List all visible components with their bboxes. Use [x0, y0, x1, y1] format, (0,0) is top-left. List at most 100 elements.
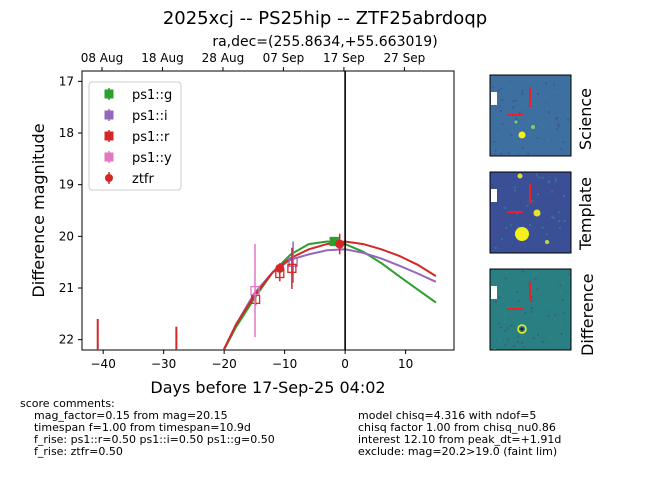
model-curve-2	[222, 240, 437, 350]
stamp-noise-1-55	[518, 192, 521, 195]
stamp-noise-0-48	[557, 125, 560, 127]
stamp-noise-2-22	[550, 301, 553, 304]
model-comments: model chisq=4.316 with ndof=5 chisq fact…	[358, 409, 562, 458]
stamp-noise-2-0	[519, 328, 522, 331]
stamp-noise-2-5	[503, 315, 506, 318]
stamp-noise-0-10	[497, 89, 500, 92]
x-tick-label-4: 0	[341, 357, 349, 371]
stamp-noise-1-54	[514, 189, 517, 192]
stamp-noise-1-19	[509, 224, 512, 227]
stamp-noise-2-15	[562, 334, 565, 337]
stamp-noise-2-31	[511, 313, 513, 316]
stamp-noise-1-22	[529, 224, 532, 227]
stamp-noise-0-49	[562, 141, 565, 144]
stamp-edge-mark-0	[491, 92, 497, 105]
stamp-noise-0-40	[513, 144, 516, 147]
stamp-noise-0-55	[548, 111, 551, 114]
stamp-noise-0-67	[499, 109, 502, 112]
stamp-noise-2-28	[506, 271, 509, 274]
x-tick-label-2: −20	[211, 357, 236, 371]
stamp-noise-2-3	[500, 293, 502, 296]
stamp-noise-2-18	[516, 291, 518, 294]
stamp-residual-2b	[520, 327, 524, 331]
stamp-noise-0-23	[515, 117, 518, 120]
stamp-noise-2-40	[554, 271, 557, 274]
y-tick-label-1: 18	[59, 126, 74, 140]
stamp-difference	[489, 268, 572, 351]
stamp-noise-1-7	[532, 209, 535, 212]
stamp-noise-2-7	[506, 327, 509, 330]
stamp-noise-1-65	[557, 232, 560, 235]
data-point-3-0	[250, 285, 260, 296]
stamp-noise-2-29	[516, 335, 519, 338]
score-comments: score comments: mag_factor=0.15 from mag…	[20, 397, 275, 458]
stamp-noise-0-53	[493, 148, 495, 150]
stamp-noise-0-1	[521, 146, 524, 149]
stamp-noise-1-37	[543, 198, 546, 201]
stamp-noise-1-11	[554, 173, 557, 176]
stamp-noise-2-58	[499, 338, 501, 341]
stamp-noise-2-62	[530, 310, 533, 313]
stamp-noise-2-50	[530, 307, 533, 310]
stamp-noise-0-12	[540, 122, 543, 125]
stamp-noise-2-23	[503, 320, 506, 323]
stamp-noise-1-58	[557, 211, 560, 214]
stamp-noise-2-38	[504, 277, 507, 280]
top-tick-label-1: 18 Aug	[141, 51, 184, 65]
stamp-noise-1-44	[505, 226, 508, 229]
stamp-noise-2-12	[549, 336, 552, 339]
stamp-noise-2-41	[523, 345, 526, 348]
stamp-noise-2-54	[568, 276, 571, 279]
stamp-noise-1-47	[537, 193, 539, 196]
stamp-noise-1-9	[526, 204, 529, 207]
stamp-noise-2-61	[545, 305, 548, 307]
stamp-noise-2-59	[562, 312, 565, 315]
legend-label-2: ps1::r	[132, 130, 170, 145]
top-tick-label-4: 17 Sep	[323, 51, 365, 65]
stamp-noise-0-16	[545, 82, 548, 85]
stamp-noise-0-54	[538, 102, 540, 105]
stamp-noise-2-27	[521, 270, 524, 273]
stamp-noise-1-39	[500, 183, 503, 186]
x-tick-label-3: −10	[272, 357, 297, 371]
stamp-noise-0-66	[556, 116, 559, 119]
stamp-noise-2-19	[560, 333, 563, 336]
stamp-noise-1-17	[554, 180, 557, 183]
stamp-noise-1-2	[551, 190, 554, 193]
stamp-noise-1-24	[563, 194, 565, 197]
stamp-edge-mark-1	[491, 189, 497, 202]
stamp-noise-2-47	[516, 341, 519, 344]
stamp-noise-2-44	[520, 334, 523, 337]
stamp-noise-0-52	[536, 136, 539, 139]
stamp-noise-0-9	[518, 131, 521, 134]
legend-label-4: ztfr	[132, 172, 154, 187]
stamp-noise-0-60	[511, 151, 514, 154]
stamp-noise-1-32	[517, 226, 520, 229]
stamp-noise-2-65	[536, 288, 539, 291]
stamp-noise-2-52	[497, 322, 500, 325]
data-point-1-0	[288, 257, 298, 267]
chart-title: 2025xcj -- PS25hip -- ZTF25abrdoqp	[162, 8, 488, 29]
stamp-noise-2-35	[523, 344, 526, 346]
stamp-noise-0-27	[507, 152, 510, 154]
stamp-noise-1-18	[537, 176, 540, 179]
plot-frame	[81, 70, 455, 351]
stamp-noise-2-2	[504, 344, 507, 347]
legend-box	[88, 81, 182, 191]
stamp-noise-1-5	[547, 238, 550, 241]
stamp-noise-2-30	[507, 338, 510, 341]
stamp-noise-0-8	[523, 90, 526, 93]
stamp-noise-0-3	[509, 85, 511, 88]
stamp-noise-1-3	[543, 189, 546, 192]
stamp-noise-1-57	[547, 248, 550, 251]
stamp-noise-1-25	[527, 222, 530, 225]
stamp-noise-1-61	[497, 228, 500, 231]
stamp-noise-1-63	[549, 205, 552, 208]
stamp-noise-1-30	[503, 206, 506, 209]
stamp-label-template: Template	[576, 176, 595, 250]
stamp-noise-1-35	[516, 238, 519, 241]
stamp-noise-2-34	[533, 313, 536, 316]
stamp-noise-2-24	[554, 318, 556, 321]
stamp-noise-1-69	[545, 233, 548, 236]
stamp-noise-0-42	[493, 140, 496, 143]
